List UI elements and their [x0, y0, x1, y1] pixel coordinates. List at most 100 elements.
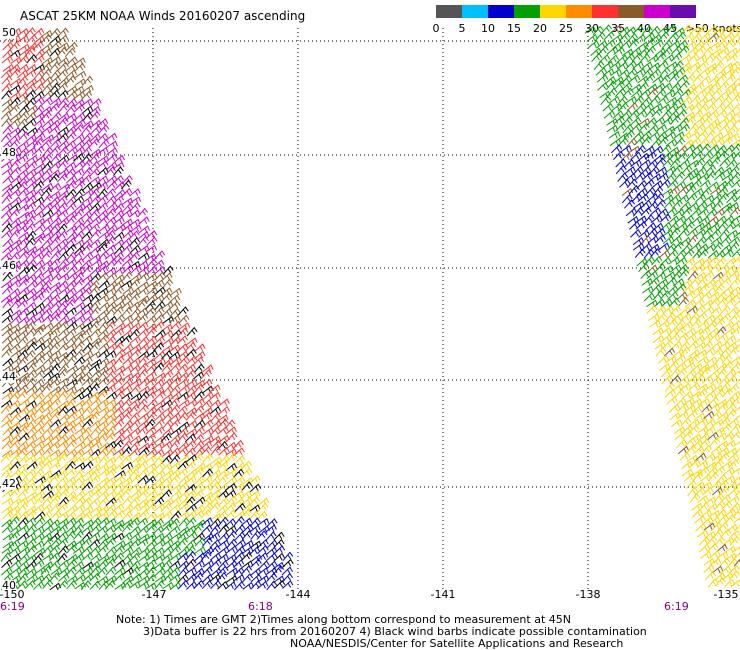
wind-barb: [73, 333, 85, 344]
wind-barb: [712, 26, 725, 36]
wind-barb: [202, 573, 214, 583]
wind-barb: [145, 454, 157, 463]
wind-barb: [42, 370, 54, 379]
wind-barb: [635, 102, 647, 112]
wind-barb: [225, 509, 237, 519]
wind-barb: [722, 387, 733, 398]
wind-barb: [50, 426, 62, 436]
wind-barb: [65, 237, 77, 246]
wind-barb: [185, 558, 197, 568]
wind-barb: [17, 82, 29, 93]
wind-barb: [138, 567, 150, 577]
wind-barb: [74, 371, 86, 380]
wind-barb: [160, 454, 173, 464]
wind-barb: [640, 242, 653, 252]
wind-barb: [723, 31, 735, 41]
wind-barb: [201, 496, 213, 507]
wind-barb: [64, 476, 77, 485]
wind-barb: [162, 384, 174, 395]
wind-barb: [153, 454, 165, 464]
wind-barb: [728, 305, 740, 316]
wind-barb: [49, 160, 62, 170]
wind-barb: [145, 370, 157, 379]
wind-barb: [26, 127, 38, 135]
wind-barb: [681, 206, 693, 217]
wind-barb: [1, 440, 13, 450]
wind-barb: [40, 139, 52, 149]
wind-barb: [649, 68, 662, 77]
wind-barb: [74, 180, 86, 190]
wind-barb: [703, 564, 715, 574]
wind-barb: [710, 151, 722, 160]
wind-barb: [700, 143, 711, 154]
wind-barb: [707, 144, 720, 153]
wind-barb: [26, 523, 38, 534]
wind-barb: [177, 378, 189, 387]
wind-barb: [146, 539, 158, 549]
wind-barb: [729, 277, 740, 287]
wind-barb: [733, 266, 740, 273]
wind-barb: [616, 61, 629, 70]
wind-barb: [170, 496, 182, 506]
wind-barb: [662, 235, 675, 244]
wind-barb: [593, 60, 605, 71]
time-label-right: 6:19: [664, 600, 689, 613]
wind-barb: [105, 391, 118, 400]
note-line-2: 3)Data buffer is 22 hrs from 20160207 4)…: [143, 625, 647, 638]
wind-barb: [233, 468, 245, 478]
wind-barb: [57, 117, 69, 127]
wind-barb: [634, 33, 646, 42]
wind-barb: [129, 335, 141, 344]
wind-barb: [209, 552, 222, 561]
wind-barb: [65, 118, 78, 127]
wind-barb: [715, 109, 728, 119]
wind-barb: [114, 470, 126, 478]
wind-barb: [717, 46, 730, 55]
wind-barb: [128, 403, 140, 414]
wind-barb: [709, 376, 722, 385]
wind-barb: [49, 145, 61, 155]
wind-barb: [57, 530, 69, 540]
wind-barb: [122, 356, 134, 365]
wind-barb: [90, 440, 102, 449]
wind-barb: [686, 151, 698, 161]
wind-barb: [703, 410, 715, 420]
wind-barb: [160, 432, 172, 443]
wind-barb: [50, 307, 62, 318]
wind-barb: [193, 523, 204, 533]
wind-barb: [241, 460, 253, 470]
wind-barb: [96, 243, 108, 253]
wind-barb: [49, 483, 61, 492]
wind-barb: [697, 320, 710, 329]
wind-barb: [694, 487, 706, 496]
wind-barb: [730, 320, 740, 329]
wind-barb: [671, 52, 683, 62]
wind-barb: [705, 356, 718, 365]
wind-barb: [16, 154, 29, 162]
wind-barb: [209, 544, 221, 555]
wind-barb: [679, 346, 691, 357]
wind-barb: [689, 137, 702, 147]
wind-barb: [629, 47, 642, 56]
wind-barb: [65, 298, 76, 309]
wind-barb: [226, 530, 238, 540]
wind-barb: [177, 552, 189, 561]
wind-barb: [73, 376, 85, 387]
wind-barb: [40, 565, 52, 575]
wind-barb: [81, 545, 93, 555]
wind-barb: [105, 463, 117, 472]
wind-barb: [169, 362, 182, 372]
wind-barb: [202, 453, 214, 463]
wind-barb: [89, 377, 101, 387]
wind-barb: [706, 535, 718, 546]
wind-barb: [33, 83, 45, 93]
wind-barb: [121, 384, 133, 393]
wind-barb: [208, 532, 221, 541]
wind-barb: [597, 82, 609, 91]
wind-barb: [49, 341, 61, 352]
wind-barb: [34, 460, 46, 470]
wind-barb: [185, 517, 197, 527]
wind-barb: [58, 314, 70, 324]
wind-barb: [225, 462, 238, 471]
wind-barb: [668, 186, 680, 195]
